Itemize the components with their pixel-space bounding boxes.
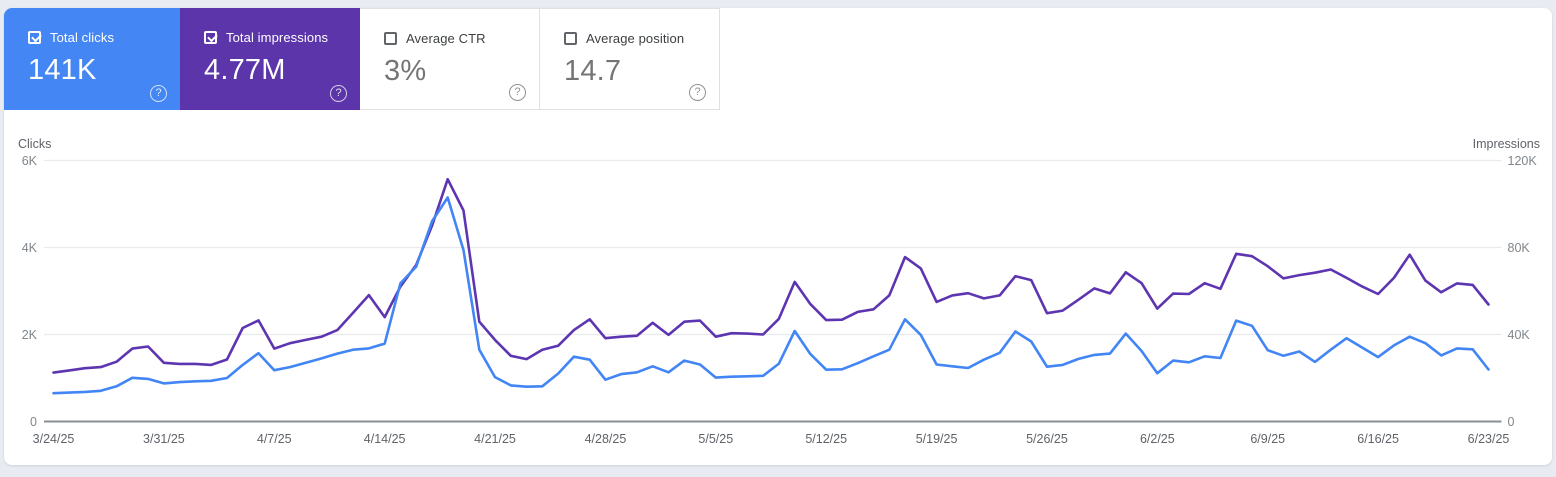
date-tick-label: 6/23/25 <box>1468 432 1510 446</box>
right-axis-tick-label: 120K <box>1508 154 1538 168</box>
left-axis-title: Clicks <box>18 137 51 151</box>
right-axis-tick-label: 0 <box>1508 415 1515 429</box>
metric-card-header: Total clicks <box>28 30 166 45</box>
metric-card-average-ctr[interactable]: Average CTR 3%? <box>360 8 540 110</box>
total-clicks-checkbox[interactable] <box>28 31 41 44</box>
metric-value: 14.7 <box>564 55 622 87</box>
help-icon[interactable]: ? <box>150 85 167 102</box>
clicks-line[interactable] <box>52 196 1490 395</box>
date-tick-label: 6/9/25 <box>1250 432 1285 446</box>
metric-card-header: Average CTR <box>384 31 525 46</box>
performance-report-card: Total clicks 141K? Total impressions 4.77M?… <box>4 8 1552 465</box>
average-position-checkbox[interactable] <box>564 32 577 45</box>
metric-card-total-clicks[interactable]: Total clicks 141K? <box>4 8 180 110</box>
metric-value: 141K <box>28 54 97 86</box>
metric-card-header: Total impressions <box>204 30 346 45</box>
date-tick-label: 4/7/25 <box>257 432 292 446</box>
metric-label: Total clicks <box>50 30 115 45</box>
left-axis-tick-label: 6K <box>22 154 38 168</box>
average-ctr-checkbox[interactable] <box>384 32 397 45</box>
metric-card-total-impressions[interactable]: Total impressions 4.77M? <box>180 8 360 110</box>
date-tick-label: 3/31/25 <box>143 432 185 446</box>
date-tick-label: 5/5/25 <box>698 432 733 446</box>
metric-card-average-position[interactable]: Average position 14.7? <box>540 8 720 110</box>
metric-cards-row: Total clicks 141K? Total impressions 4.77M?… <box>4 8 720 110</box>
help-icon[interactable]: ? <box>509 84 526 101</box>
impressions-line[interactable] <box>52 177 1490 374</box>
help-icon[interactable]: ? <box>330 85 347 102</box>
left-axis-tick-label: 4K <box>22 241 38 255</box>
metric-value: 4.77M <box>204 54 286 86</box>
metric-label: Total impressions <box>226 30 329 45</box>
metric-label: Average CTR <box>406 31 486 46</box>
date-tick-label: 6/2/25 <box>1140 432 1175 446</box>
help-icon[interactable]: ? <box>689 84 706 101</box>
metric-card-header: Average position <box>564 31 705 46</box>
date-tick-label: 3/24/25 <box>33 432 75 446</box>
total-impressions-checkbox[interactable] <box>204 31 217 44</box>
date-tick-label: 4/28/25 <box>585 432 627 446</box>
right-axis-title: Impressions <box>1473 137 1540 151</box>
date-tick-label: 5/19/25 <box>916 432 958 446</box>
date-tick-label: 5/26/25 <box>1026 432 1068 446</box>
date-tick-label: 4/14/25 <box>364 432 406 446</box>
left-axis-tick-label: 0 <box>30 415 37 429</box>
date-tick-label: 5/12/25 <box>805 432 847 446</box>
date-tick-label: 4/21/25 <box>474 432 516 446</box>
date-tick-label: 6/16/25 <box>1357 432 1399 446</box>
metric-label: Average position <box>586 31 685 46</box>
right-axis-tick-label: 40K <box>1508 328 1531 342</box>
right-axis-tick-label: 80K <box>1508 241 1531 255</box>
metric-value: 3% <box>384 55 427 87</box>
left-axis-tick-label: 2K <box>22 328 38 342</box>
